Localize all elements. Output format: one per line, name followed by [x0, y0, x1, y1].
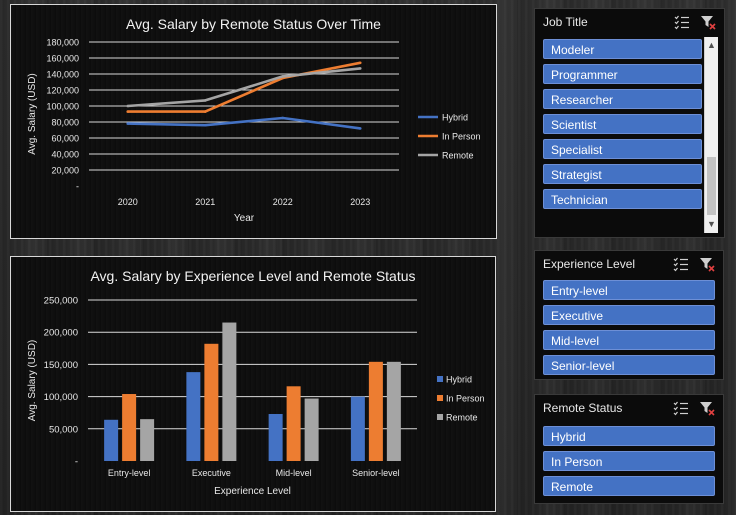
x-tick-label: 2020 [118, 197, 138, 207]
remote-status-slicer: Remote Status Hybrid In Person Remote [534, 394, 724, 504]
y-axis-label: Avg. Salary (USD) [27, 340, 38, 422]
slicer-item-researcher[interactable]: Researcher [543, 89, 702, 109]
data-point-hybrid [126, 122, 130, 125]
y-tick-label: 250,000 [44, 296, 78, 307]
y-tick-label: - [76, 182, 79, 192]
remote-status-slicer-title: Remote Status [543, 401, 623, 415]
job-title-slicer-title: Job Title [543, 15, 588, 29]
y-tick-label: 120,000 [46, 86, 79, 96]
data-point-remote [203, 99, 207, 102]
bar-hybrid-mid-level [268, 413, 283, 461]
slicer-item-programmer[interactable]: Programmer [543, 64, 702, 84]
x-tick-label: Senior-level [352, 468, 400, 478]
bar-chart-svg: - 50,000 100,000 150,000 200,000 250,000 Entry… [27, 296, 485, 498]
x-tick-label: 2021 [195, 197, 215, 207]
data-point-hybrid [203, 123, 207, 127]
legend-label-hybrid: Hybrid [442, 113, 468, 123]
line-chart-svg: - 20,000 40,000 60,000 80,000 100,000 120,000 1… [27, 38, 481, 225]
legend-label-in-person: In Person [442, 132, 481, 142]
data-point-in-person [203, 110, 207, 113]
experience-level-slicer-title: Experience Level [543, 257, 636, 271]
data-point-remote [358, 67, 362, 70]
y-tick-label: 100,000 [46, 102, 79, 112]
legend-swatch-in-person [437, 395, 443, 401]
legend-label-remote: Remote [442, 151, 474, 161]
slicer-item-modeler[interactable]: Modeler [543, 39, 702, 59]
slicer-item-entry-level[interactable]: Entry-level [543, 280, 715, 300]
multi-select-icon[interactable] [673, 256, 689, 272]
slicer-item-mid-level[interactable]: Mid-level [543, 330, 715, 350]
y-tick-label: 100,000 [44, 392, 78, 403]
job-title-scrollbar[interactable]: ▲ ▼ [704, 37, 718, 233]
scroll-down-icon[interactable]: ▼ [707, 219, 716, 229]
bar-chart-title: Avg. Salary by Experience Level and Remo… [90, 268, 416, 284]
bar-in-person-entry-level [122, 394, 137, 461]
y-tick-label: 200,000 [44, 328, 78, 339]
series-line-in-person [127, 61, 361, 113]
slicer-item-senior-level[interactable]: Senior-level [543, 355, 715, 375]
series-line-hybrid [127, 116, 361, 130]
y-tick-label: 160,000 [46, 54, 79, 64]
y-tick-label: 60,000 [51, 134, 79, 144]
x-tick-label: Entry-level [108, 468, 151, 478]
scroll-up-icon[interactable]: ▲ [707, 40, 716, 50]
legend-label-remote: Remote [446, 413, 478, 423]
slicer-item-scientist[interactable]: Scientist [543, 114, 702, 134]
y-tick-label: 50,000 [49, 424, 78, 435]
bar-remote-entry-level [140, 419, 155, 461]
clear-filter-icon[interactable] [699, 256, 715, 272]
job-title-slicer: Job Title Modeler Programmer Researcher Sci… [534, 8, 725, 238]
x-tick-label: 2022 [273, 197, 293, 207]
slicer-item-executive[interactable]: Executive [543, 305, 715, 325]
bar-in-person-mid-level [286, 386, 301, 461]
slicer-item-remote[interactable]: Remote [543, 476, 715, 496]
data-point-hybrid [281, 116, 285, 120]
bar-hybrid-senior-level [350, 396, 365, 461]
slicer-item-hybrid[interactable]: Hybrid [543, 426, 715, 446]
y-tick-label: 80,000 [51, 118, 79, 128]
line-chart-panel[interactable]: Avg. Salary by Remote Status Over Time -… [10, 4, 497, 239]
bar-in-person-executive [204, 343, 219, 461]
bar-hybrid-executive [186, 372, 201, 461]
clear-filter-icon[interactable] [699, 400, 715, 416]
x-axis-label: Experience Level [214, 486, 291, 497]
y-tick-label: - [75, 457, 78, 468]
legend-label-in-person: In Person [446, 394, 485, 404]
y-tick-label: 180,000 [46, 38, 79, 48]
bar-remote-mid-level [304, 398, 319, 461]
slicer-item-specialist[interactable]: Specialist [543, 139, 702, 159]
data-point-in-person [358, 61, 362, 65]
slicer-item-technician[interactable]: Technician [543, 189, 702, 209]
multi-select-icon[interactable] [674, 14, 690, 30]
y-tick-label: 40,000 [51, 150, 79, 160]
multi-select-icon[interactable] [673, 400, 689, 416]
bar-remote-senior-level [386, 361, 401, 461]
y-tick-label: 140,000 [46, 70, 79, 80]
x-tick-label: Mid-level [276, 468, 312, 478]
y-tick-label: 20,000 [51, 166, 79, 176]
y-axis-label: Avg. Salary (USD) [27, 73, 38, 155]
experience-level-slicer: Experience Level Entry-level Executive Mid… [534, 250, 724, 380]
bar-remote-executive [222, 322, 237, 461]
series-line-remote [127, 67, 361, 108]
bar-chart-panel[interactable]: Avg. Salary by Experience Level and Remo… [10, 256, 496, 512]
data-point-remote [281, 75, 285, 78]
data-point-in-person [126, 110, 130, 113]
bar-hybrid-entry-level [104, 419, 119, 461]
scroll-thumb[interactable] [707, 157, 716, 215]
x-tick-label: Executive [192, 468, 231, 478]
data-point-hybrid [358, 127, 362, 130]
x-axis-label: Year [234, 213, 255, 224]
legend-label-hybrid: Hybrid [446, 375, 472, 385]
legend-swatch-hybrid [437, 376, 443, 382]
bar-in-person-senior-level [368, 361, 383, 461]
slicer-item-in-person[interactable]: In Person [543, 451, 715, 471]
x-tick-label: 2023 [350, 197, 370, 207]
slicer-item-strategist[interactable]: Strategist [543, 164, 702, 184]
legend-swatch-remote [437, 414, 443, 420]
data-point-remote [126, 104, 130, 108]
y-tick-label: 150,000 [44, 360, 78, 371]
line-chart-title: Avg. Salary by Remote Status Over Time [126, 16, 381, 32]
clear-filter-icon[interactable] [700, 14, 716, 30]
